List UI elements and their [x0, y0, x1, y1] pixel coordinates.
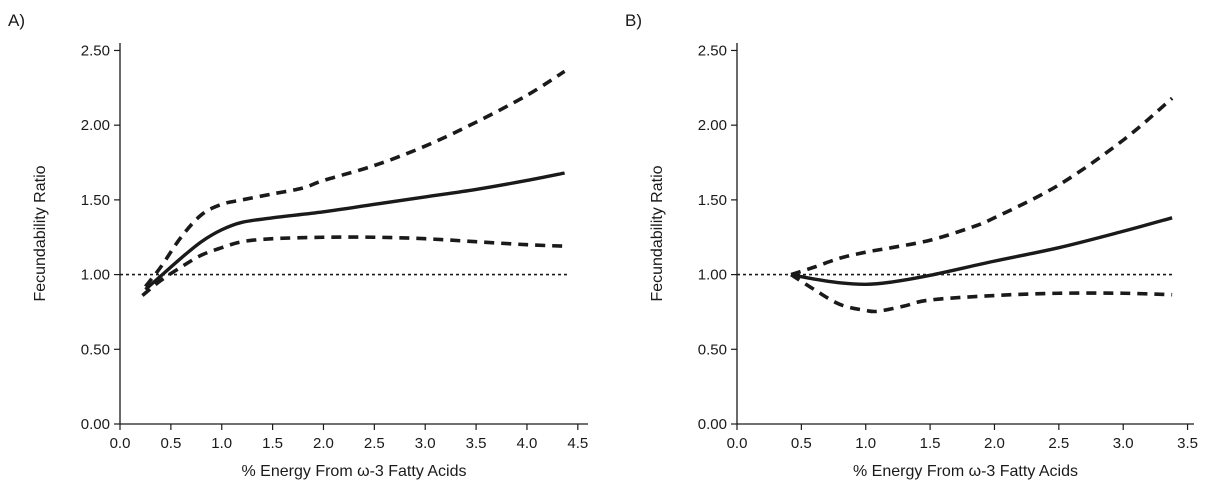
lower-line [141, 235, 565, 297]
y-tick-label: 1.50 [698, 192, 727, 209]
x-tick-label: 3.5 [466, 435, 487, 452]
x-tick-label: 0.5 [791, 435, 812, 452]
y-axis-title: Fecundability Ratio [649, 165, 666, 301]
x-axis-title: % Energy From ω-3 Fatty Acids [853, 463, 1078, 480]
x-tick-label: 2.5 [364, 435, 385, 452]
x-tick-label: 4.5 [567, 435, 588, 452]
y-tick-label: 2.00 [698, 117, 727, 134]
x-tick-label: 3.0 [415, 435, 436, 452]
y-axis-title: Fecundability Ratio [32, 165, 49, 301]
x-tick-label: 0.5 [160, 435, 181, 452]
upper-line [144, 69, 566, 288]
lower-line [790, 273, 1173, 314]
y-tick-label: 2.00 [81, 117, 110, 134]
x-tick-label: 1.5 [920, 435, 941, 452]
y-tick-label: 0.00 [698, 416, 727, 433]
y-tick-label: 1.00 [81, 267, 110, 284]
panel-label: A) [8, 11, 25, 30]
x-tick-label: 1.5 [262, 435, 283, 452]
y-tick-label: 2.50 [698, 42, 727, 59]
panel-b: B) 0.00 0.50 1.00 1.50 2.00 2.50 0.0 0.5 1.0 1.5 2.… [625, 11, 1198, 480]
panel-label: B) [625, 11, 642, 30]
x-tick-label: 3.0 [1113, 435, 1134, 452]
y-tick-label: 2.50 [81, 42, 110, 59]
x-tick-label: 2.0 [984, 435, 1005, 452]
x-axis-title: % Energy From ω-3 Fatty Acids [242, 463, 467, 480]
x-tick-label: 0.0 [727, 435, 748, 452]
estimate-line [144, 171, 565, 291]
x-tick-label: 1.0 [211, 435, 232, 452]
x-tick-label: 2.0 [313, 435, 334, 452]
y-tick-label: 0.00 [81, 416, 110, 433]
y-tick-label: 0.50 [698, 341, 727, 358]
x-tick-label: 1.0 [855, 435, 876, 452]
x-tick-label: 0.0 [110, 435, 131, 452]
panel-a: A) 0.00 0.50 1.00 1.50 2.00 2.50 0.0 0.5 1.0 1.5 2.… [8, 11, 588, 480]
y-tick-label: 1.50 [81, 192, 110, 209]
x-tick-label: 2.5 [1048, 435, 1069, 452]
estimate-line [790, 216, 1173, 287]
y-tick-label: 0.50 [81, 341, 110, 358]
x-tick-label: 3.5 [1177, 435, 1198, 452]
upper-line [790, 96, 1174, 277]
x-tick-label: 4.0 [517, 435, 538, 452]
y-tick-label: 1.00 [698, 267, 727, 284]
